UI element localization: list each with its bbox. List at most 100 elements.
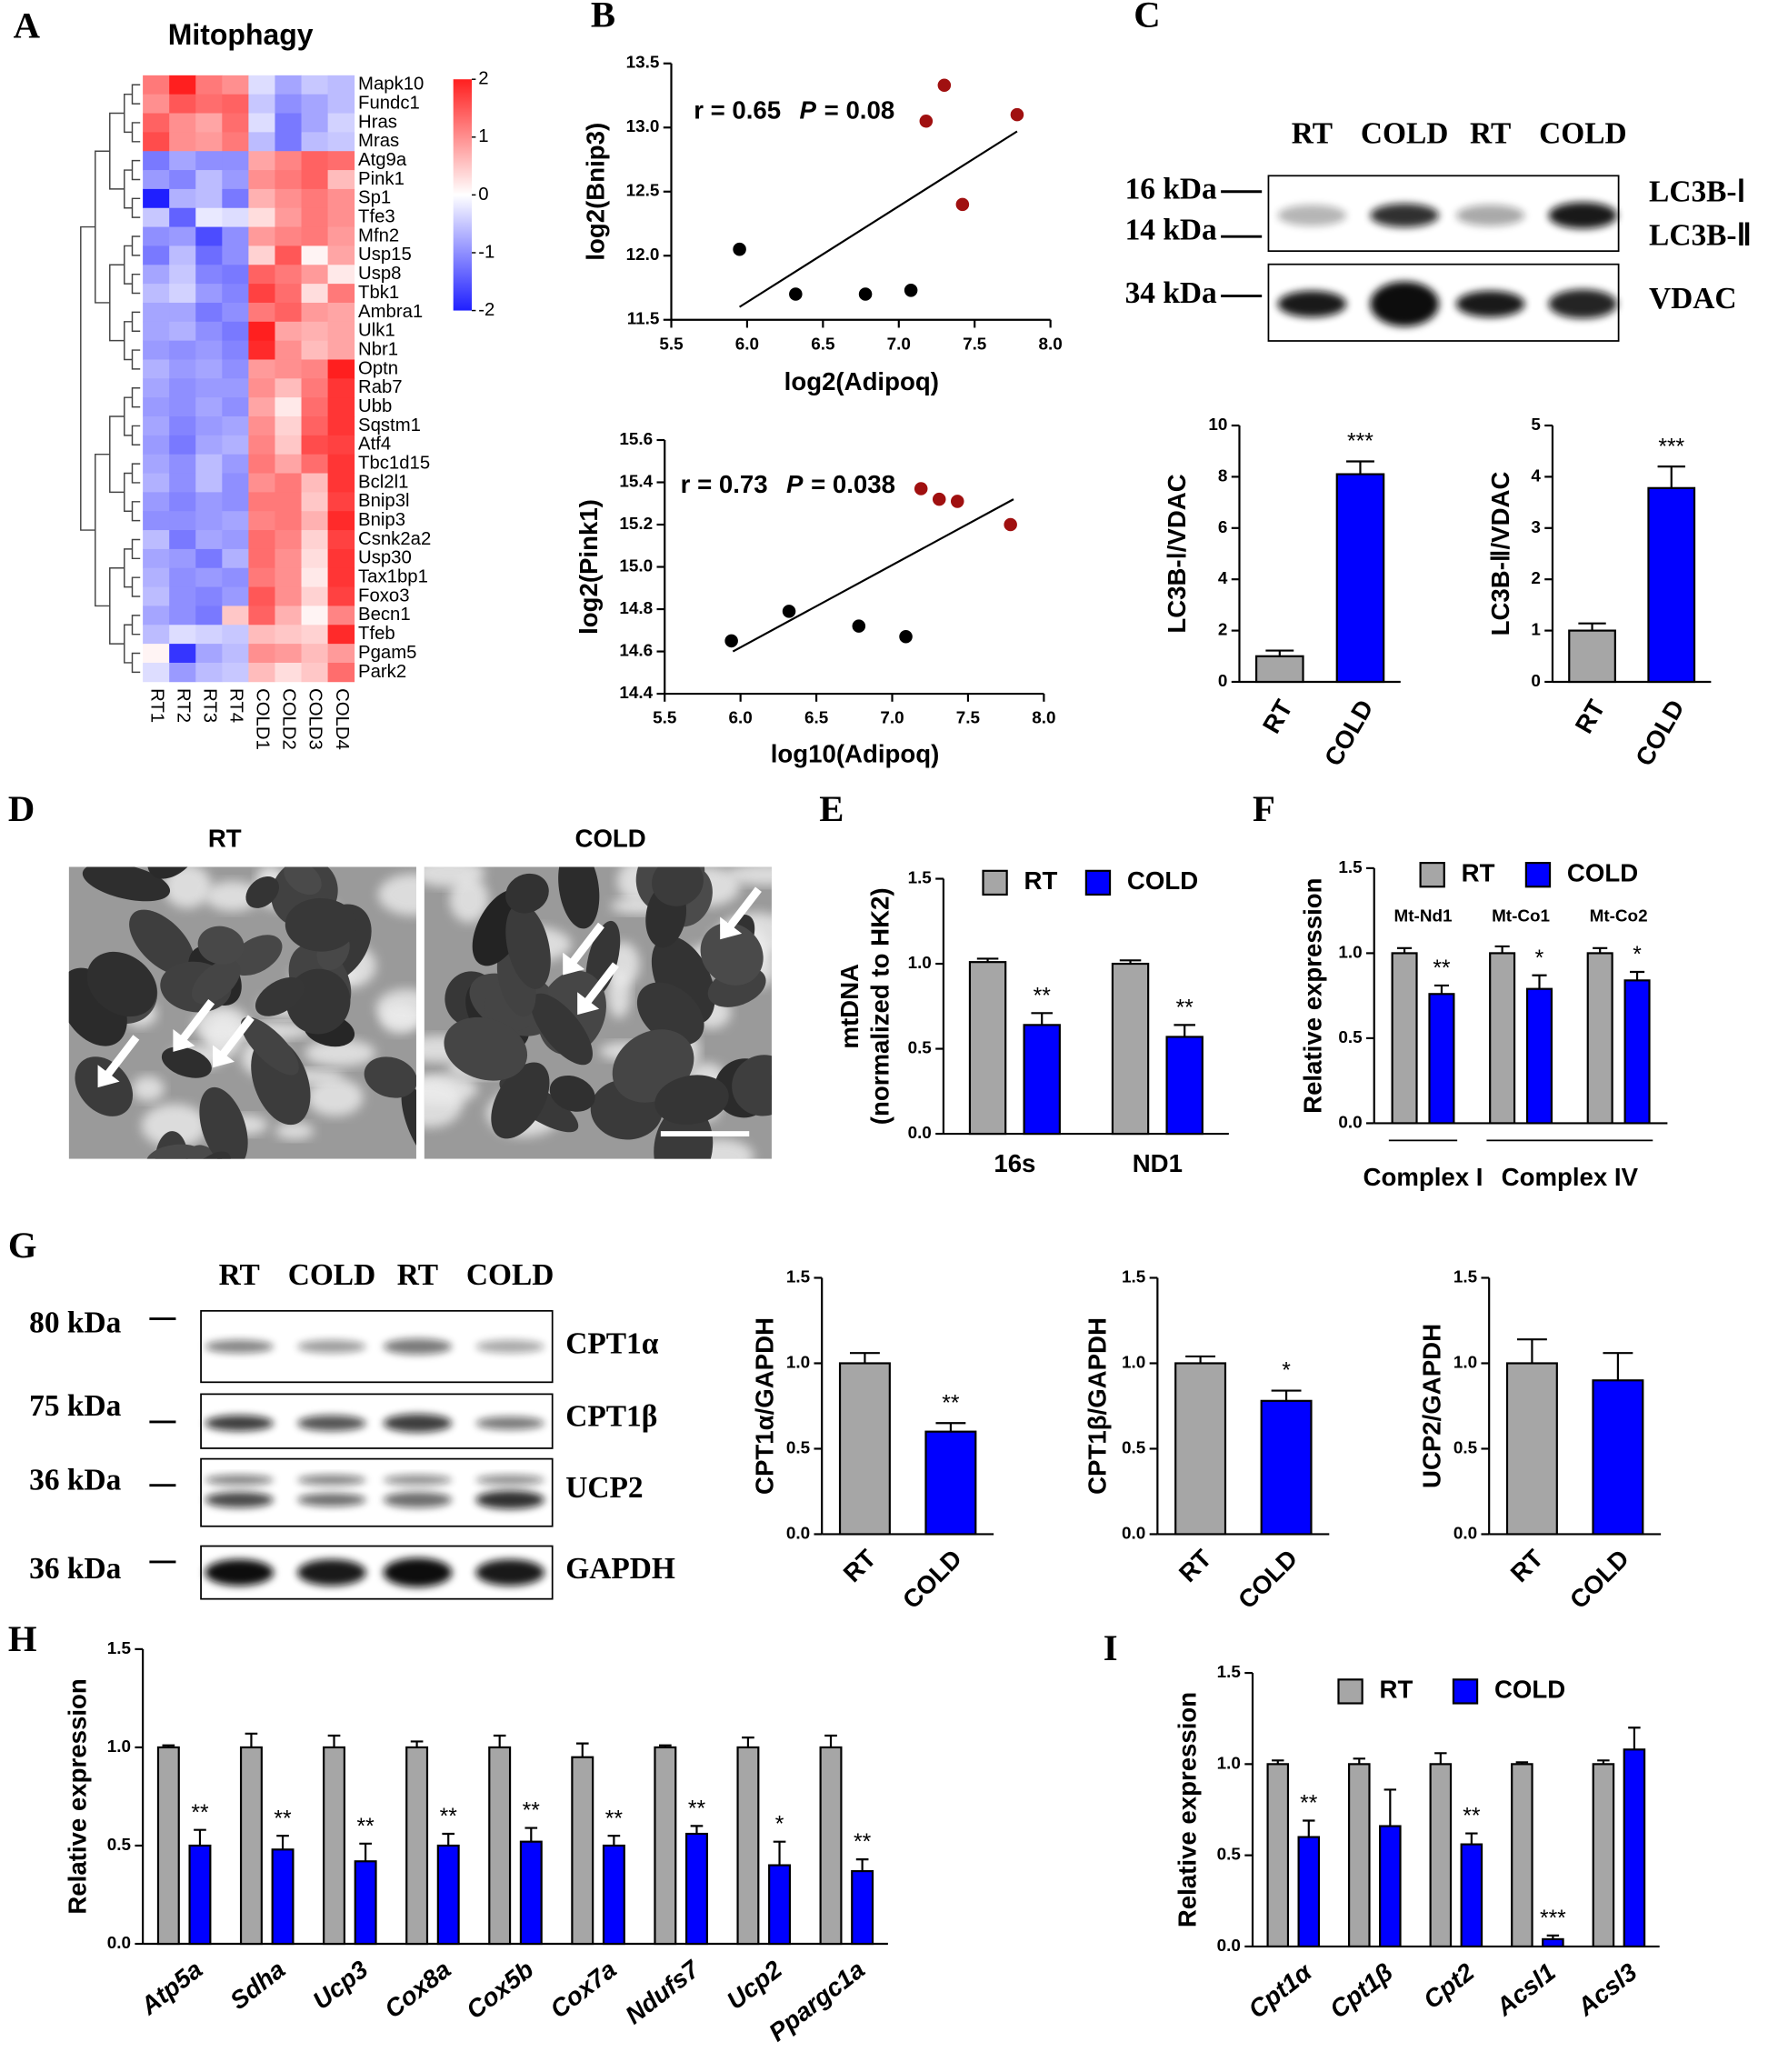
blot-band: [383, 1491, 453, 1508]
heatmap-cell: [222, 644, 249, 664]
heatmap-cell: [222, 265, 249, 285]
arrow-shaft: [724, 886, 762, 932]
heatmap-cell: [169, 226, 196, 246]
heatmap-cell: [169, 397, 196, 417]
error-bar: [493, 1734, 506, 1747]
significance: **: [1463, 1805, 1481, 1829]
y-tick-label: 0.0: [786, 1524, 810, 1543]
heatmap-cell: [195, 492, 223, 512]
heatmap-cell: [169, 492, 196, 512]
heatmap-cell: [248, 625, 275, 645]
y-tick-label: 15.6: [619, 430, 653, 449]
size-marker: 36 kDa: [29, 1552, 121, 1586]
heatmap-cell: [143, 606, 170, 626]
bar: [488, 1746, 512, 1946]
heatmap-cell: [169, 548, 196, 569]
heatmap-cell: [195, 132, 223, 152]
fit-line: [738, 130, 1018, 308]
y-tick-label: 4: [1218, 569, 1228, 588]
x-tick-label: 16s: [994, 1149, 1035, 1177]
heatmap-cell: [327, 94, 355, 114]
heatmap-cell: [143, 75, 170, 95]
heatmap-cell: [301, 284, 329, 304]
band-label: VDAC: [1649, 282, 1737, 315]
x-tick-label: Atp5a: [135, 1955, 207, 2020]
heatmap-cell: [275, 284, 302, 304]
x-tick-label: Cpt1α: [1243, 1957, 1317, 2024]
y-tick-label: 0.0: [1217, 1937, 1241, 1956]
heatmap-cell: [143, 321, 170, 342]
heatmap-cell: [143, 94, 170, 114]
arrow-shaft: [177, 999, 215, 1044]
heatmap-cell: [327, 75, 355, 95]
colorbar-label: -2: [478, 300, 494, 320]
significance: **: [357, 1815, 375, 1839]
row-label: Usp8: [358, 264, 401, 284]
bright-patch: [377, 874, 416, 916]
size-marker: 75 kDa: [29, 1389, 121, 1423]
heatmap-cell: [195, 397, 223, 417]
x-tick-label: RT: [1257, 695, 1298, 737]
y-axis-label: UCP2/GAPDH: [1417, 1324, 1445, 1488]
heatmap-cell: [275, 75, 302, 95]
dendrogram: [131, 197, 141, 218]
point: [1010, 107, 1024, 122]
heatmap-cell: [327, 454, 355, 474]
x-tick-label: 7.5: [963, 335, 986, 354]
heatmap-cell: [143, 207, 170, 228]
band-label: LC3B-Ⅰ: [1649, 175, 1745, 208]
y-tick-label: 1.0: [786, 1353, 810, 1372]
heatmap-cell: [301, 113, 329, 133]
heatmap-cell: [143, 492, 170, 512]
row-label: Nbr1: [358, 339, 398, 359]
dendrogram: [124, 624, 133, 664]
heatmap-cell: [143, 473, 170, 493]
heatmap-cell: [195, 511, 223, 531]
row-label: Fundc1: [358, 93, 420, 113]
bar: [1335, 473, 1385, 684]
colorbar: [453, 79, 473, 311]
mitochondrion: [146, 1144, 205, 1159]
y-tick-label: 1.0: [908, 954, 932, 973]
heatmap-cell: [222, 113, 249, 133]
annotation-part: P: [786, 470, 804, 498]
heatmap-cell: [222, 397, 249, 417]
heatmap-cell: [275, 644, 302, 664]
mitochondrion: [255, 976, 305, 1016]
heatmap-cell: [301, 321, 329, 342]
band-label: LC3B-Ⅱ: [1649, 218, 1752, 252]
mitochondrion: [654, 1105, 714, 1159]
heatmap-cell: [301, 359, 329, 379]
y-tick-label: 0.0: [1338, 1113, 1362, 1132]
blot-band: [1277, 205, 1347, 226]
blot-band: [297, 1475, 366, 1486]
heatmap-cell: [169, 606, 196, 626]
bar: [188, 1844, 212, 1946]
heatmap-cell: [143, 397, 170, 417]
heatmap-cell: [275, 586, 302, 606]
bar: [1391, 952, 1418, 1125]
bar: [1542, 1937, 1564, 1948]
heatmap-cell: [275, 511, 302, 531]
heatmap-cell: [169, 530, 196, 550]
bar: [271, 1848, 295, 1946]
blot-band: [205, 1475, 275, 1486]
x-tick-label: Cpt1β: [1324, 1957, 1398, 2024]
heatmap-cell: [275, 548, 302, 569]
mitochondrion: [0, 999, 63, 1087]
annotation-part: P: [800, 96, 817, 125]
dendrogram: [95, 453, 110, 607]
category-label: Mt-Co1: [1492, 907, 1550, 926]
heatmap-cell: [248, 265, 275, 285]
heatmap-cell: [275, 473, 302, 493]
y-axis-label: Relative expression: [64, 1678, 92, 1914]
heatmap-cell: [275, 530, 302, 550]
heatmap-cell: [169, 473, 196, 493]
heatmap-cell: [275, 567, 302, 588]
column-label: COLD4: [332, 688, 352, 750]
heatmap-cell: [143, 378, 170, 398]
blot-band: [475, 1339, 544, 1354]
y-tick-label: 1.5: [908, 869, 932, 888]
lane-label: COLD: [288, 1258, 376, 1292]
significance: *: [1535, 946, 1544, 971]
